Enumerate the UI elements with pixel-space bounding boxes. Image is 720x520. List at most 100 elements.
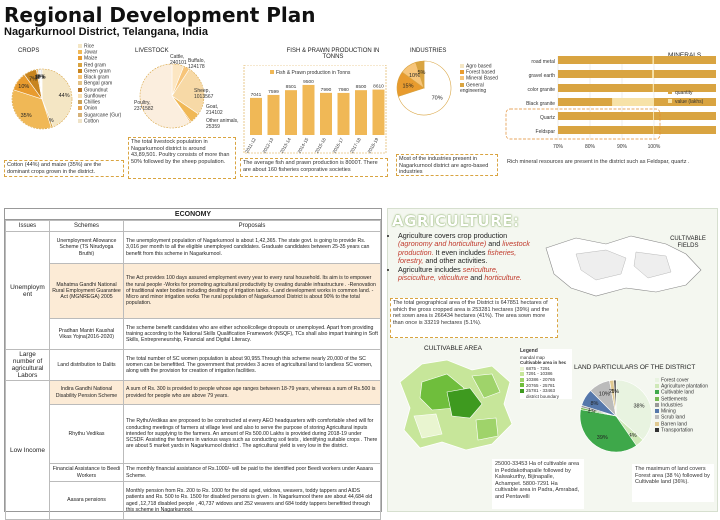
legend-swatch — [78, 68, 82, 73]
industries-pie: 70% 15% 10%5% — [396, 60, 452, 116]
bar — [652, 70, 654, 78]
bar — [372, 89, 385, 135]
col-schemes: Schemes — [49, 220, 124, 232]
pie-label: 10% — [599, 392, 610, 398]
bullet-emph: livestock production. — [398, 239, 530, 257]
cultivable-fields-title: CULTIVABLE FIELDS — [670, 236, 706, 249]
legend-label: value (lakhs) — [675, 99, 704, 105]
proposal-cell: Monthly pension from Rs. 200 to Rs. 1000… — [123, 481, 381, 520]
tick-label: 2017-18 — [349, 137, 362, 154]
bar — [653, 112, 654, 120]
legend-swatch — [655, 421, 659, 426]
tick-label: 2012-13 — [262, 137, 275, 154]
bullet-text: Agriculture includes — [398, 265, 463, 275]
livestock-label: Buffalo, 124178 — [188, 58, 205, 70]
minerals-title: MINERALS — [668, 52, 702, 59]
bar — [558, 56, 716, 64]
legend-item: Cultivable land — [655, 390, 717, 396]
legend-swatch — [655, 427, 659, 432]
legend-swatch — [460, 64, 464, 68]
legend-swatch — [520, 377, 524, 382]
tick-label: gravel earth — [529, 73, 556, 79]
data-label: 7041 — [251, 92, 262, 98]
pie-label: 5% — [417, 70, 425, 76]
legend-item: Mining — [655, 409, 717, 415]
legend-item: Agriculture plantation — [655, 384, 717, 390]
legend-item: 25781 - 33463 — [520, 388, 572, 394]
table-row: Large number of agricultural Labors Land… — [5, 349, 381, 381]
chart-frame — [243, 65, 387, 154]
legend-item: Sugarcane (Gur) — [78, 112, 128, 119]
scheme-cell: Land distribution to Dalits — [49, 349, 124, 381]
pie-outline — [11, 68, 73, 130]
legend-swatch — [655, 390, 659, 395]
legend-label: Red gram — [84, 62, 106, 69]
legend-item: 10386 - 20765 — [520, 377, 572, 383]
legend-item: 6875 - 7291 — [520, 366, 572, 372]
scheme-cell: Rhythu Vedikas — [49, 404, 124, 464]
pie-slice — [615, 379, 653, 441]
bullet-emph: (agronomy and horticulture) — [398, 239, 487, 249]
fish-title: FISH & PRAWN PRODUCTION IN TONNS — [286, 48, 380, 60]
issue-cell: Unemploym ent — [5, 231, 50, 350]
proposal-cell: A sum of Rs. 300 is provided to people w… — [123, 380, 381, 405]
data-label: 9500 — [303, 79, 314, 85]
legend-swatch — [520, 383, 524, 388]
legend-label: district boundary — [526, 393, 560, 399]
tick-label: Black granite — [526, 101, 555, 107]
legend-item: Red gram — [78, 62, 128, 69]
industries-note: Most of the industries present in Nagark… — [396, 154, 498, 176]
legend-swatch — [78, 87, 82, 92]
tick-label: color granite — [527, 87, 555, 93]
legend-item: Maize — [78, 56, 128, 62]
scheme-cell: Pradhan Mantri Kaushal Vikas Yojna(2016-… — [49, 318, 124, 350]
col-proposals: Proposals — [123, 220, 381, 232]
bar — [302, 84, 315, 135]
land-pie: 38%4%39%1%1%8%10% 2%1% — [579, 379, 653, 453]
tick-label: 100% — [648, 144, 661, 150]
legend-swatch — [460, 82, 464, 87]
scheme-cell: Aasara pensions — [49, 481, 124, 520]
area-note: The total geographical area of the Distr… — [390, 298, 558, 338]
legend-item: Mineral Based — [460, 76, 500, 82]
legend-item: Sunflower — [78, 93, 128, 100]
minerals-note: Rich mineral resources are present in th… — [504, 157, 716, 176]
legend-swatch — [655, 402, 659, 407]
pie-label: 2% — [609, 389, 617, 395]
legend-label: Rice — [84, 43, 95, 50]
legend-label: Scrub land — [661, 414, 685, 421]
fish-note: The average fish and prawn production is… — [240, 158, 388, 177]
legend-item: Transportation — [655, 427, 717, 434]
tick-label: road metal — [531, 59, 555, 65]
pie-outline — [139, 63, 205, 129]
legend-swatch — [520, 372, 524, 377]
table-row: Rhythu Vedikas The RythuVedikas are prop… — [6, 404, 381, 464]
map-legend-sub2: Cultivable area in hec — [520, 360, 567, 366]
legend-item: 20765 - 25781 — [520, 383, 572, 389]
legend-label: 6875 - 7291 — [526, 365, 551, 371]
legend-label: 20765 - 25781 — [526, 382, 556, 388]
legend-swatch — [655, 378, 659, 382]
legend-item: Cotton — [78, 118, 128, 125]
livestock-label: Other animals, 25359 — [206, 118, 239, 130]
agriculture-title: AGRICULTURE: — [392, 212, 520, 230]
land-title: LAND PARTICULARS OF THE DISTRICT — [574, 364, 696, 371]
tick-label: 2016-17 — [332, 137, 345, 154]
pie-slice — [397, 60, 452, 116]
data-label: 7990 — [321, 87, 332, 93]
legend-label: Sunflower — [84, 93, 107, 100]
proposal-cell: The scheme benefit candidates who are ei… — [123, 318, 381, 350]
table-row: Financial Assistance to Beedi Workers Th… — [6, 463, 381, 482]
map-legend-sub: mandal map — [520, 354, 545, 360]
pie-label: 44% — [59, 93, 70, 99]
legend-label: 10386 - 20765 — [526, 376, 556, 382]
pie-label: 70% — [432, 96, 443, 102]
legend-swatch — [78, 44, 82, 48]
bar — [285, 90, 297, 135]
legend-swatch — [78, 112, 82, 117]
bar — [558, 112, 716, 120]
legend-swatch — [78, 50, 82, 55]
legend-item: Forest cover — [655, 377, 717, 384]
pie-label: 10% — [409, 73, 420, 79]
pie-label: 39% — [597, 435, 608, 441]
